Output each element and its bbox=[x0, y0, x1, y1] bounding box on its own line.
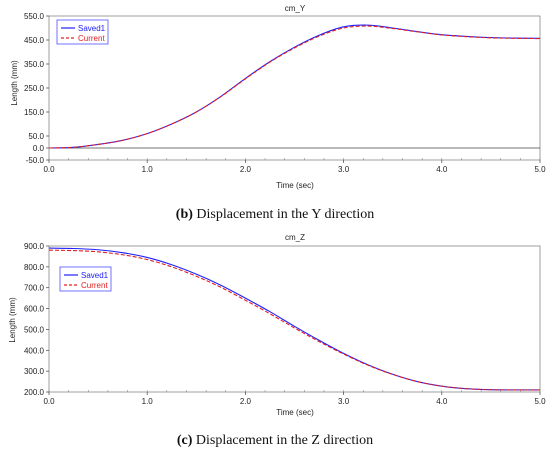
x-tick-label: 1.0 bbox=[142, 397, 154, 406]
y-tick-label: 900.0 bbox=[24, 242, 45, 251]
y-tick-label: 800.0 bbox=[24, 263, 45, 272]
y-tick-label: 250.0 bbox=[24, 84, 45, 93]
chart-title: cm_Y bbox=[285, 4, 306, 13]
y-tick-label: -50.0 bbox=[26, 156, 45, 165]
x-tick-label: 5.0 bbox=[534, 397, 546, 406]
y-axis-label: Length (mm) bbox=[8, 297, 17, 343]
series-line-current bbox=[48, 249, 541, 391]
y-tick-label: 400.0 bbox=[24, 346, 45, 355]
x-tick-label: 1.0 bbox=[142, 165, 154, 174]
y-tick-label: 500.0 bbox=[24, 325, 45, 334]
x-tick-label: 4.0 bbox=[436, 397, 448, 406]
x-axis-label: Time (sec) bbox=[276, 408, 314, 417]
caption-c: (c) Displacement in the Z direction bbox=[177, 433, 373, 448]
caption-c-text: Displacement in the Z direction bbox=[192, 433, 373, 448]
legend-label-current: Current bbox=[78, 34, 105, 43]
y-tick-label: 300.0 bbox=[24, 367, 45, 376]
legend: Saved1 Current bbox=[59, 266, 112, 292]
chart-cm-z: cm_Z Time (sec) Length (mm) 0.0 1.0 2.0 3.0… bbox=[8, 233, 546, 417]
caption-b-label: (b) bbox=[176, 207, 193, 222]
series-line-saved1 bbox=[48, 24, 541, 149]
y-tick-label: 50.0 bbox=[28, 132, 44, 141]
x-tick-label: 0.0 bbox=[43, 165, 55, 174]
x-tick-label: 3.0 bbox=[338, 397, 350, 406]
legend-label-saved1: Saved1 bbox=[81, 271, 109, 280]
x-tick-label: 2.0 bbox=[240, 397, 252, 406]
y-tick-label: 0.0 bbox=[33, 144, 45, 153]
y-tick-label: 350.0 bbox=[24, 60, 45, 69]
x-tick-label: 2.0 bbox=[240, 165, 252, 174]
legend-label-saved1: Saved1 bbox=[78, 24, 106, 33]
y-tick-label: 550.0 bbox=[24, 12, 45, 21]
caption-b: (b) Displacement in the Y direction bbox=[176, 207, 374, 222]
chart-cm-y: cm_Y Time (sec) Length (mm) 0.0 1.0 2.0 3.0… bbox=[10, 4, 546, 190]
x-tick-label: 5.0 bbox=[534, 165, 546, 174]
series-line-current bbox=[48, 25, 541, 149]
legend-box bbox=[59, 266, 112, 292]
caption-b-text: Displacement in the Y direction bbox=[193, 207, 374, 222]
chart-title: cm_Z bbox=[285, 233, 305, 242]
y-tick-label: 450.0 bbox=[24, 36, 45, 45]
caption-c-label: (c) bbox=[177, 433, 193, 448]
y-tick-label: 150.0 bbox=[24, 108, 45, 117]
x-axis-label: Time (sec) bbox=[276, 181, 314, 190]
x-tick-label: 4.0 bbox=[436, 165, 448, 174]
legend-box bbox=[56, 19, 109, 45]
plot-area bbox=[48, 15, 541, 161]
x-tick-label: 0.0 bbox=[43, 397, 55, 406]
y-tick-label: 700.0 bbox=[24, 284, 45, 293]
x-tick-label: 3.0 bbox=[338, 165, 350, 174]
y-axis-label: Length (mm) bbox=[10, 60, 19, 106]
legend-label-current: Current bbox=[81, 281, 108, 290]
y-tick-label: 600.0 bbox=[24, 305, 45, 314]
y-tick-label: 200.0 bbox=[24, 388, 45, 397]
legend: Saved1 Current bbox=[56, 19, 109, 45]
plot-area bbox=[48, 245, 541, 393]
series-line-saved1 bbox=[48, 247, 541, 391]
